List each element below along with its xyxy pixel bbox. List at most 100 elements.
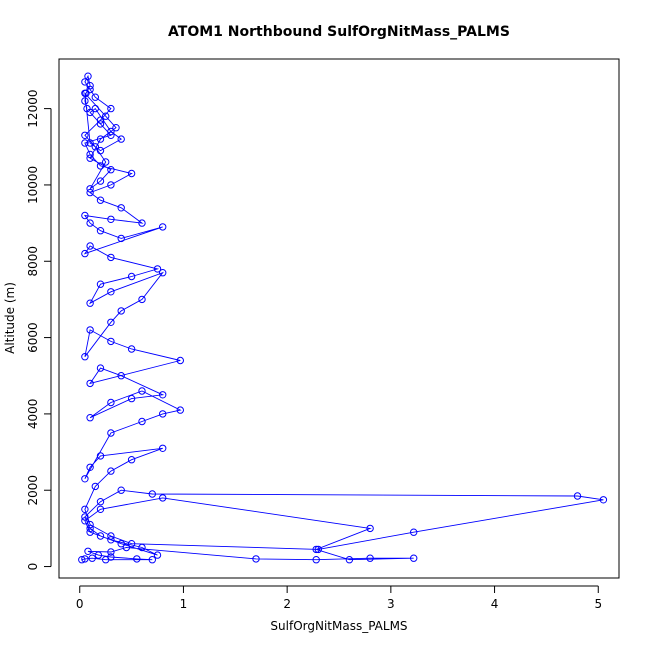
data-point: [86, 379, 94, 388]
x-tick-label: 5: [594, 597, 602, 611]
data-point: [107, 398, 115, 407]
data-point: [107, 215, 115, 224]
data-point: [86, 85, 94, 94]
data-point: [91, 143, 100, 151]
y-tick-label: 8000: [26, 246, 40, 277]
data-point: [96, 120, 105, 128]
data-point: [96, 532, 105, 540]
data-point: [127, 456, 136, 464]
data-point: [86, 150, 94, 159]
data-point: [127, 394, 136, 403]
x-axis: 0 1 2 3 4 5: [76, 585, 602, 611]
data-point: [138, 543, 146, 552]
data-point: [138, 219, 146, 227]
data-point: [117, 486, 125, 494]
data-point: [153, 265, 162, 273]
x-tick-label: 4: [491, 597, 499, 611]
data-point: [96, 498, 105, 506]
data-point: [117, 135, 125, 143]
plot-frame: [58, 58, 620, 579]
data-point: [86, 326, 94, 334]
y-tick-label: 4000: [26, 399, 40, 430]
data-point: [86, 154, 94, 162]
data-point: [410, 528, 418, 536]
data-point: [86, 188, 94, 197]
data-point: [86, 520, 94, 529]
data-point: [117, 307, 125, 315]
y-tick-label: 6000: [26, 322, 40, 353]
data-point: [138, 387, 146, 395]
x-tick-label: 2: [283, 597, 291, 611]
data-point: [599, 496, 608, 504]
data-point: [81, 97, 89, 105]
y-axis: 0 2000 4000 6000 8000 10000 12000: [26, 90, 52, 570]
data-point: [83, 104, 91, 113]
data-point: [112, 124, 120, 132]
data-point: [159, 444, 167, 452]
data-point: [107, 532, 115, 540]
data-point: [133, 555, 141, 563]
data-point: [96, 505, 105, 513]
data-point: [159, 410, 167, 418]
data-point: [159, 269, 167, 277]
data-point: [122, 543, 131, 552]
data-point: [107, 131, 115, 140]
data-point: [127, 272, 136, 281]
data-point: [96, 135, 105, 143]
data-point: [96, 116, 105, 124]
data-point: [176, 356, 185, 365]
data-point: [86, 414, 94, 422]
data-point: [153, 551, 162, 559]
data-point: [127, 540, 136, 548]
data-point: [252, 555, 260, 563]
data-point: [84, 547, 92, 555]
data-point: [176, 406, 185, 414]
data-point: [102, 158, 110, 166]
data-point: [117, 372, 125, 380]
data-point: [148, 556, 157, 564]
data-point: [107, 467, 115, 475]
data-point: [96, 452, 105, 460]
data-point: [86, 219, 94, 227]
data-point: [107, 127, 115, 136]
data-point: [96, 196, 105, 204]
y-tick-label: 10000: [26, 166, 40, 204]
data-point: [88, 554, 96, 562]
data-point: [107, 181, 115, 189]
data-point: [81, 555, 89, 563]
data-point: [96, 146, 105, 155]
data-point: [81, 517, 89, 525]
data-point: [81, 211, 89, 220]
data-point: [107, 553, 115, 561]
data-point: [86, 139, 94, 147]
data-point: [91, 482, 100, 491]
data-point: [138, 417, 146, 426]
data-point: [312, 545, 320, 554]
data-point: [107, 104, 115, 113]
data-point: [127, 169, 136, 178]
data-point: [86, 524, 94, 533]
data-point: [117, 234, 125, 243]
data-point: [159, 223, 167, 231]
data-point: [345, 556, 354, 564]
data-point: [366, 524, 374, 533]
data-point: [81, 131, 89, 140]
data-point: [81, 475, 89, 483]
series-layer: [78, 72, 608, 564]
data-point: [81, 78, 89, 86]
data-point: [107, 429, 115, 437]
y-tick-label: 12000: [26, 90, 40, 128]
data-point: [102, 112, 110, 120]
data-point: [117, 204, 125, 212]
data-point: [81, 505, 89, 513]
x-tick-label: 0: [76, 597, 84, 611]
data-point: [159, 494, 167, 502]
data-point: [81, 513, 89, 521]
data-point: [86, 82, 94, 90]
data-point: [107, 166, 115, 174]
data-point: [96, 280, 105, 288]
data-point: [81, 249, 89, 258]
chart-title: ATOM1 Northbound SulfOrgNitMass_PALMS: [168, 24, 510, 40]
data-point: [127, 345, 136, 353]
data-point: [96, 227, 105, 235]
